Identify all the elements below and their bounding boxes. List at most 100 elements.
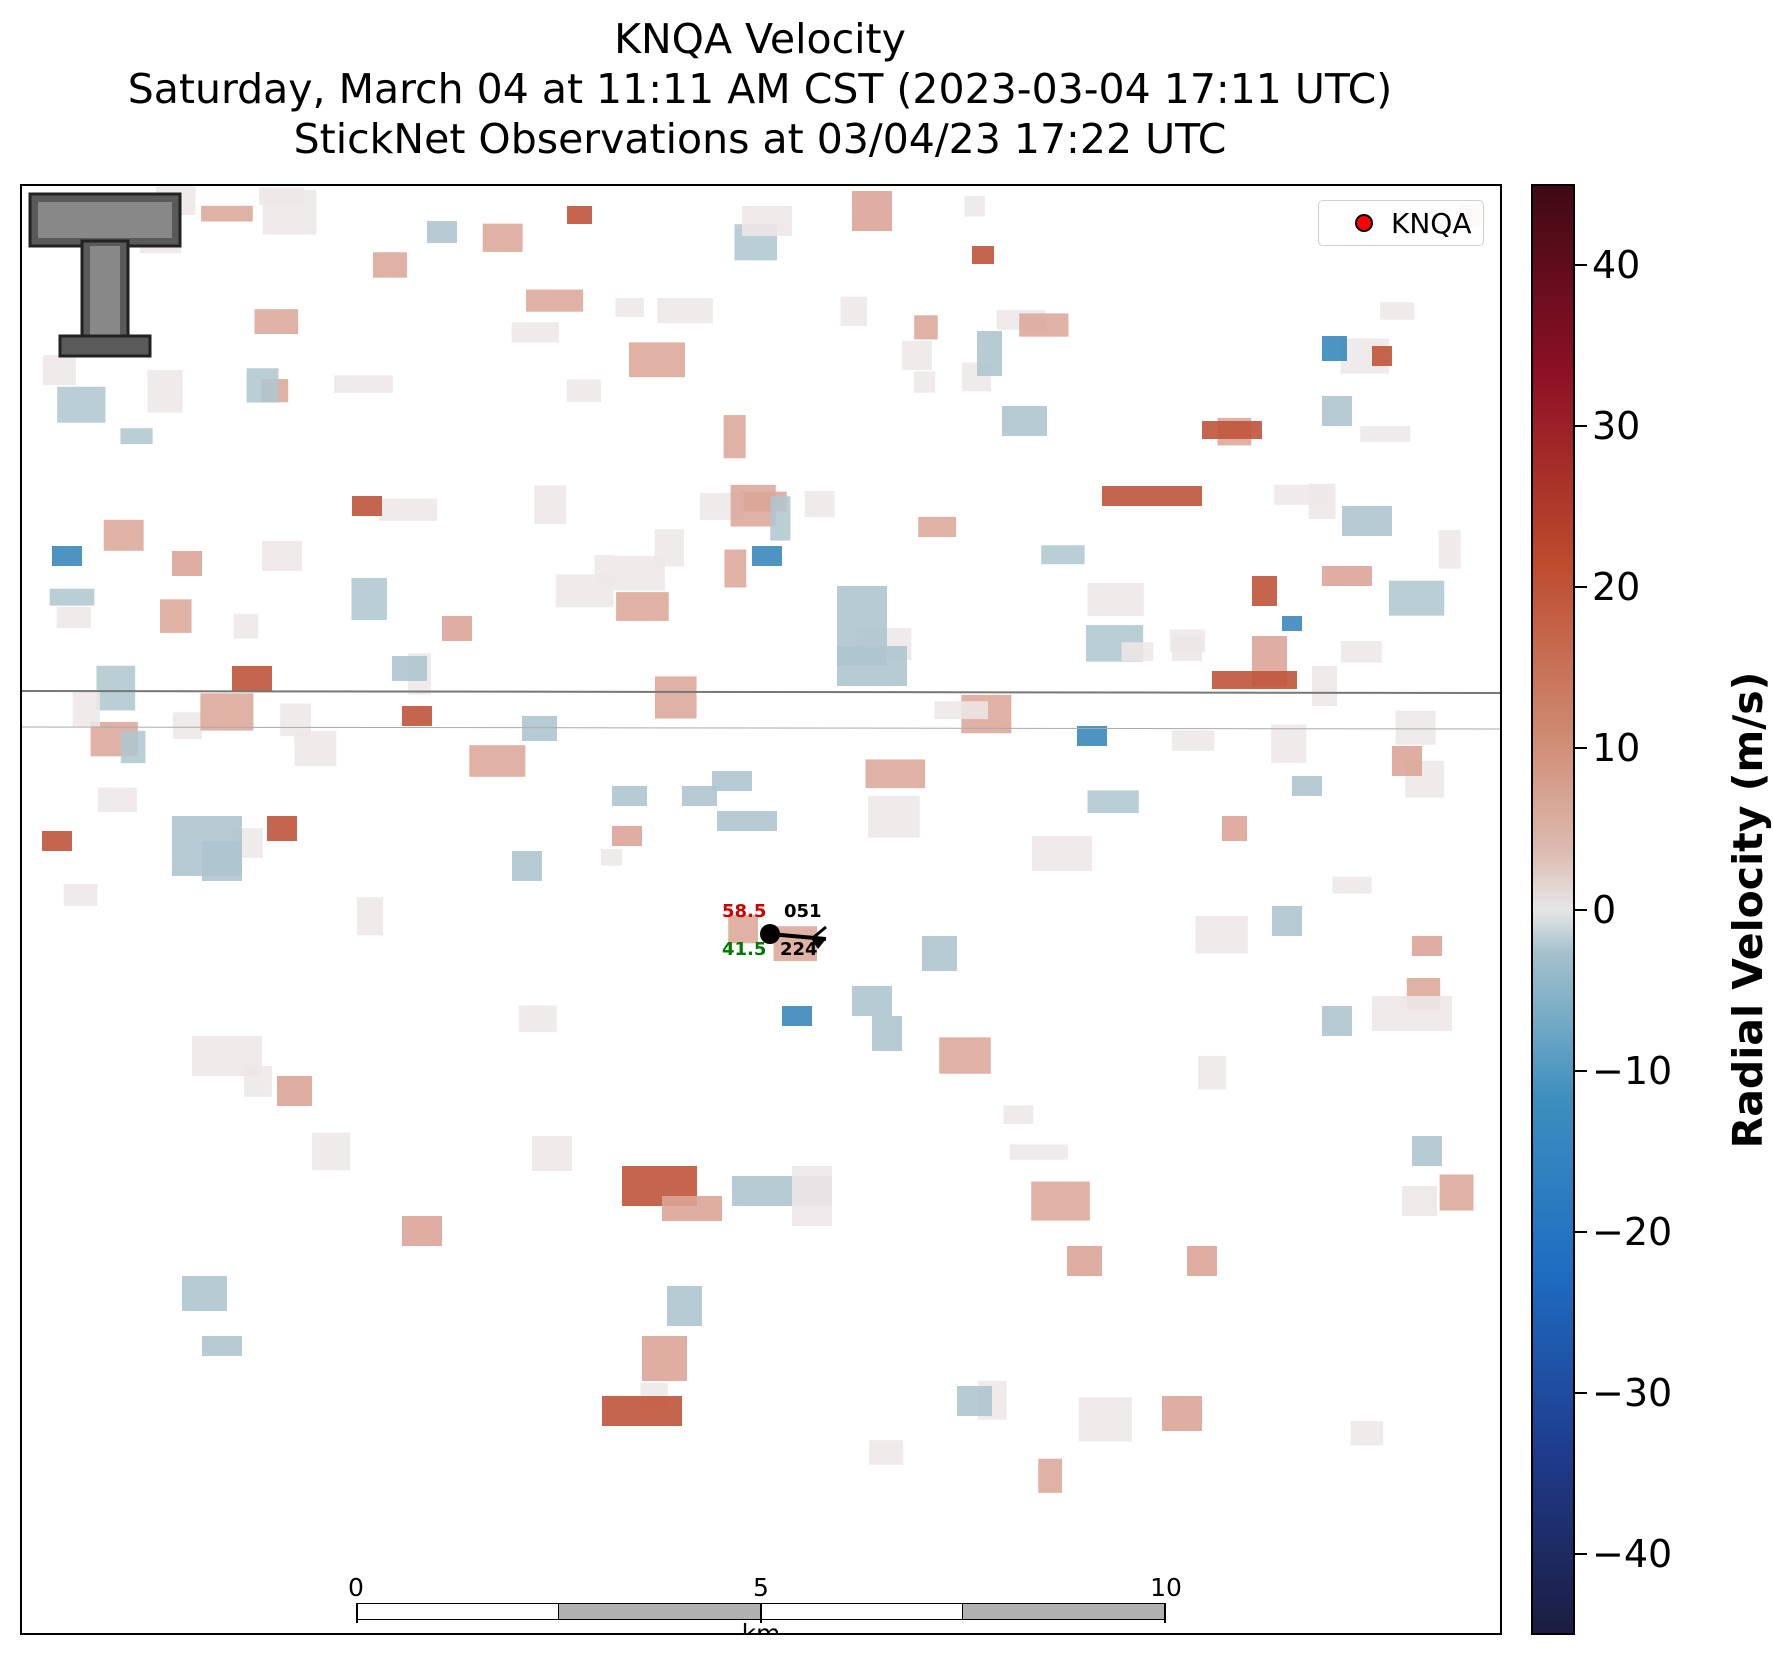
velocity-gate (1252, 576, 1277, 606)
velocity-gate (518, 1005, 557, 1032)
colorbar-title: Radial Velocity (m/s) (1724, 671, 1772, 1149)
velocity-gate (277, 1076, 312, 1106)
velocity-gate (566, 379, 602, 402)
chart-title: KNQA Velocity Saturday, March 04 at 11:1… (20, 14, 1500, 164)
velocity-gate (72, 691, 101, 727)
velocity-gate (567, 206, 592, 224)
velocity-gate (1038, 1458, 1063, 1493)
scale-segment (962, 1603, 1166, 1620)
velocity-gate (840, 296, 868, 327)
velocity-gate (379, 498, 438, 521)
velocity-gate (262, 189, 317, 235)
colorbar-tick-mark (1575, 263, 1587, 266)
velocity-gate (934, 701, 989, 720)
velocity-gate (1372, 346, 1392, 366)
velocity-gate (1187, 1246, 1217, 1276)
texas-tech-double-t-logo (28, 192, 182, 358)
title-line-2: Saturday, March 04 at 11:11 AM CST (2023… (127, 65, 1393, 113)
velocity-gate (469, 745, 526, 777)
velocity-gate (534, 485, 566, 525)
scale-label-10: 10 (1150, 1573, 1182, 1602)
colorbar-tick-mark (1575, 586, 1587, 589)
velocity-gate (914, 315, 938, 340)
velocity-gate (792, 1166, 832, 1226)
scale-label-5: 5 (753, 1573, 769, 1602)
velocity-gate (852, 191, 892, 231)
velocity-gate (427, 221, 457, 243)
velocity-gate (1322, 1006, 1352, 1036)
radar-map[interactable]: KNQA 58.5 051 41.5 224 0 5 10 km (20, 184, 1502, 1635)
title-line-1: KNQA Velocity (614, 15, 906, 63)
velocity-gate (232, 666, 272, 691)
velocity-gate (1340, 640, 1382, 663)
velocity-gate (972, 246, 994, 264)
velocity-gate (402, 706, 432, 726)
colorbar-tick-mark (1575, 1069, 1587, 1072)
velocity-gate (262, 541, 302, 571)
legend-label: KNQA (1391, 206, 1472, 240)
velocity-gate (442, 616, 472, 641)
velocity-gate (356, 897, 384, 936)
colorbar-tick-label: −20 (1592, 1209, 1673, 1254)
velocity-gate (852, 986, 892, 1016)
velocity-gate (1171, 730, 1215, 751)
colorbar-tick-label: −10 (1592, 1048, 1673, 1093)
velocity-gate (63, 883, 98, 906)
velocity-gate (1067, 1246, 1102, 1276)
velocity-gate (1009, 1144, 1068, 1160)
velocity-gate (1162, 1396, 1202, 1431)
colorbar-tick-label: −40 (1592, 1532, 1673, 1577)
velocity-gate (654, 676, 697, 719)
velocity-gate (1392, 746, 1422, 776)
velocity-gate (1412, 936, 1442, 956)
wind-barb-icon (760, 924, 827, 949)
velocity-gate (782, 1006, 812, 1026)
velocity-gate (939, 1037, 991, 1074)
velocity-gate (723, 415, 746, 459)
velocity-gate (1077, 726, 1107, 746)
velocity-gate (1002, 406, 1047, 436)
velocity-gate (657, 298, 713, 324)
velocity-gate (1438, 530, 1461, 569)
boundary-line (22, 726, 1500, 730)
velocity-gate (1439, 1174, 1474, 1211)
velocity-gate (294, 731, 337, 767)
velocity-gate (600, 848, 623, 866)
velocity-gate (1195, 915, 1248, 954)
velocity-gate (1322, 396, 1352, 426)
velocity-gate (964, 196, 986, 217)
velocity-gate (1032, 836, 1092, 871)
velocity-gate (1222, 816, 1247, 841)
velocity-gate (615, 297, 644, 317)
velocity-gate (1172, 636, 1202, 661)
velocity-gate (804, 490, 835, 518)
colorbar-tick-label: −30 (1592, 1371, 1673, 1416)
lower-right-value: 224 (780, 939, 818, 960)
velocity-gate (1087, 790, 1139, 814)
distance-scale-bar: 0 5 10 km (348, 1573, 1182, 1633)
scale-tick (760, 1603, 762, 1623)
boundary-line (22, 690, 1500, 694)
colorbar-tick-mark (1575, 424, 1587, 427)
velocity-gate (42, 831, 72, 851)
velocity-gate (728, 915, 758, 944)
velocity-gate (1031, 1181, 1090, 1221)
velocity-gate (1380, 302, 1415, 320)
velocity-gate (52, 546, 82, 566)
velocity-gate (1078, 1397, 1132, 1442)
velocity-gate (730, 484, 776, 527)
velocity-gate (202, 1336, 242, 1356)
radar-site-marker-icon (1355, 214, 1373, 232)
colorbar-tick-label: 40 (1592, 242, 1641, 287)
velocity-gate (712, 771, 752, 791)
velocity-gate (1282, 616, 1302, 631)
velocity-gate (172, 551, 202, 576)
velocity-gate (1202, 421, 1262, 439)
velocity-gate (103, 519, 144, 551)
velocity-colorbar (1531, 184, 1575, 1635)
velocity-gate (752, 546, 782, 566)
velocity-gate (667, 1286, 702, 1326)
colorbar-tick-mark (1575, 1230, 1587, 1233)
velocity-gate (602, 1396, 682, 1426)
velocity-gate (867, 795, 920, 838)
